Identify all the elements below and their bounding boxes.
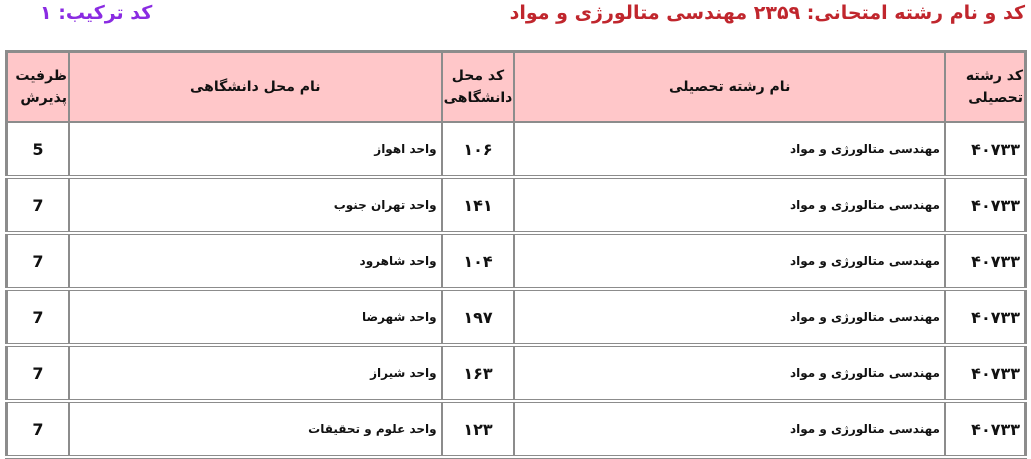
cell-field-code: ۴۰۷۳۳ [944, 176, 1027, 235]
cell-site-name: واحد شهرضا [68, 288, 443, 347]
cell-site-name: واحد اهواز [68, 121, 443, 179]
table-row: ۴۰۷۳۳ مهندسی متالورژی و مواد ۱۹۷ واحد شهرضا… [5, 288, 1027, 347]
cell-field-code: ۴۰۷۳۳ [944, 344, 1027, 403]
combination-code: کد ترکیب: ۱ [40, 2, 153, 24]
col-site-code: کد محل دانشگاهی [440, 50, 516, 123]
capacity-table: کد رشته تحصیلی نام رشته تحصیلی کد محل دا… [5, 50, 1027, 459]
table-row: ۴۰۷۳۳ مهندسی متالورژی و مواد ۱۰۶ واحد اهواز… [5, 121, 1027, 179]
cell-site-name: واحد تهران جنوب [68, 176, 443, 235]
col-field-code: کد رشته تحصیلی [944, 50, 1027, 123]
cell-site-name: واحد شاهرود [68, 232, 443, 291]
cell-site-code: ۱۴۱ [440, 176, 516, 235]
cell-capacity: 7 [5, 344, 70, 403]
table-row: ۴۰۷۳۳ مهندسی متالورژی و مواد ۱۶۳ واحد شیراز… [5, 344, 1027, 403]
cell-field-code: ۴۰۷۳۳ [944, 121, 1027, 179]
cell-field-code: ۴۰۷۳۳ [944, 232, 1027, 291]
cell-capacity: 7 [5, 400, 70, 459]
col-field-name: نام رشته تحصیلی [513, 50, 946, 123]
table-row: ۴۰۷۳۳ مهندسی متالورژی و مواد ۱۲۳ واحد علوم … [5, 400, 1027, 459]
table-row: ۴۰۷۳۳ مهندسی متالورژی و مواد ۱۴۱ واحد تهران… [5, 176, 1027, 235]
cell-field-code: ۴۰۷۳۳ [944, 288, 1027, 347]
cell-field-name: مهندسی متالورژی و مواد [513, 121, 946, 179]
cell-capacity: 7 [5, 288, 70, 347]
cell-field-name: مهندسی متالورژی و مواد [513, 288, 946, 347]
cell-field-name: مهندسی متالورژی و مواد [513, 232, 946, 291]
cell-capacity: 5 [5, 121, 70, 179]
cell-field-name: مهندسی متالورژی و مواد [513, 176, 946, 235]
exam-field-title: کد و نام رشته امتحانی: ۲۳۵۹ مهندسی متالو… [509, 2, 1025, 24]
table-header: کد رشته تحصیلی نام رشته تحصیلی کد محل دا… [5, 50, 1027, 123]
cell-field-name: مهندسی متالورژی و مواد [513, 344, 946, 403]
cell-site-code: ۱۰۴ [440, 232, 516, 291]
col-site-name: نام محل دانشگاهی [68, 50, 443, 123]
cell-site-name: واحد شیراز [68, 344, 443, 403]
cell-site-code: ۱۰۶ [440, 121, 516, 179]
cell-site-code: ۱۶۳ [440, 344, 516, 403]
table-row: ۴۰۷۳۳ مهندسی متالورژی و مواد ۱۰۴ واحد شاهرو… [5, 232, 1027, 291]
cell-site-code: ۱۲۳ [440, 400, 516, 459]
cell-field-code: ۴۰۷۳۳ [944, 400, 1027, 459]
cell-field-name: مهندسی متالورژی و مواد [513, 400, 946, 459]
cell-site-name: واحد علوم و تحقیقات [68, 400, 443, 459]
cell-site-code: ۱۹۷ [440, 288, 516, 347]
cell-capacity: 7 [5, 176, 70, 235]
col-capacity: ظرفیت پذیرش [5, 50, 70, 123]
cell-capacity: 7 [5, 232, 70, 291]
